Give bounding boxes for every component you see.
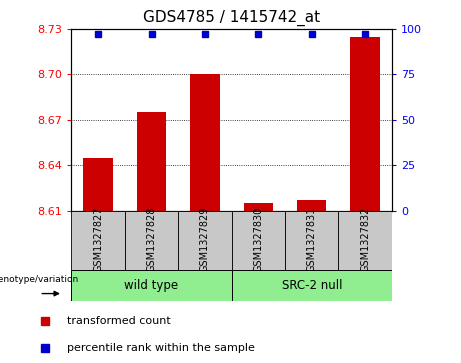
Text: percentile rank within the sample: percentile rank within the sample bbox=[67, 343, 254, 354]
Bar bbox=[190, 74, 219, 211]
Text: GSM1327828: GSM1327828 bbox=[147, 207, 157, 272]
Bar bbox=[71, 270, 231, 301]
Title: GDS4785 / 1415742_at: GDS4785 / 1415742_at bbox=[143, 10, 320, 26]
Bar bbox=[231, 211, 285, 270]
Bar bbox=[231, 270, 392, 301]
Text: GSM1327829: GSM1327829 bbox=[200, 207, 210, 272]
Bar bbox=[285, 211, 338, 270]
Bar bbox=[83, 158, 113, 211]
Text: GSM1327827: GSM1327827 bbox=[93, 207, 103, 272]
Text: transformed count: transformed count bbox=[67, 316, 171, 326]
Text: SRC-2 null: SRC-2 null bbox=[282, 280, 342, 292]
Text: wild type: wild type bbox=[124, 280, 178, 292]
Bar bbox=[178, 211, 231, 270]
Text: genotype/variation: genotype/variation bbox=[0, 275, 79, 284]
Text: GSM1327830: GSM1327830 bbox=[254, 207, 263, 272]
Bar bbox=[71, 211, 125, 270]
Text: GSM1327832: GSM1327832 bbox=[360, 207, 370, 272]
Bar bbox=[338, 211, 392, 270]
Bar bbox=[297, 200, 326, 211]
Bar bbox=[350, 37, 380, 211]
Bar bbox=[125, 211, 178, 270]
Bar bbox=[137, 112, 166, 211]
Text: GSM1327831: GSM1327831 bbox=[307, 207, 317, 272]
Bar bbox=[244, 203, 273, 211]
